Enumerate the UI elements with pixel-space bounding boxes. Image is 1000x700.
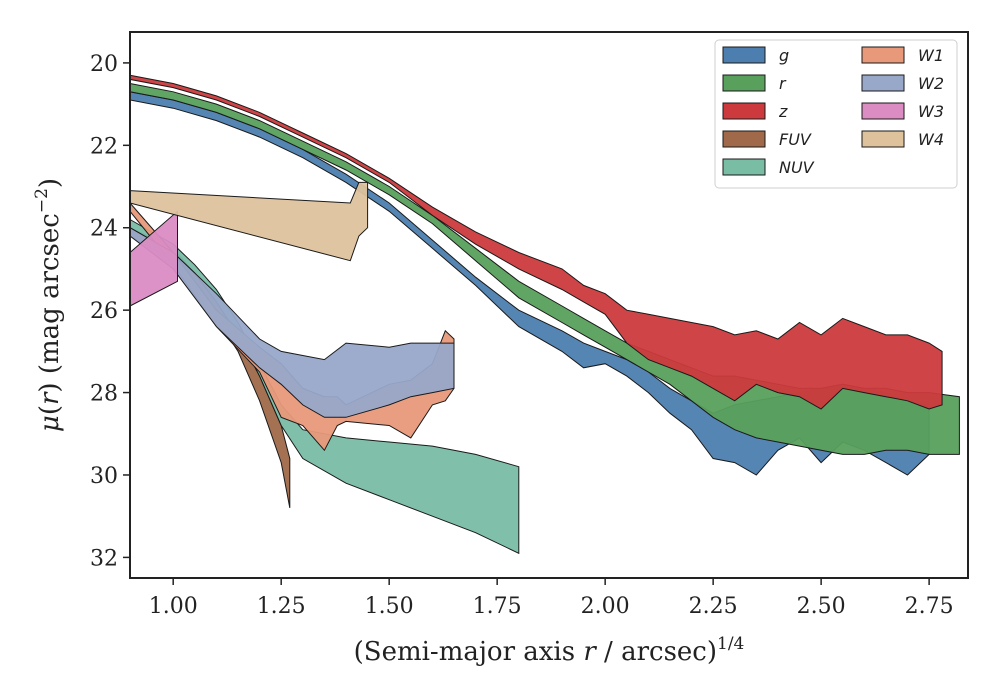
legend-swatch-r: [722, 74, 766, 92]
series-band-w2: [129, 226, 455, 418]
legend-label-w3: W3: [918, 102, 944, 121]
series-layer: [129, 74, 960, 555]
legend-label-r: r: [779, 74, 787, 93]
plot-frame: [129, 31, 969, 579]
legend-swatch-z: [722, 102, 766, 120]
y-axis-label: μ(r) (mag arcsec−2): [32, 178, 65, 432]
y-tick-label: 26: [90, 299, 118, 324]
legend-swatch-g: [722, 46, 766, 64]
y-tick-label: 20: [90, 52, 118, 77]
legend-swatch-w3: [861, 102, 905, 120]
x-tick-label: 2.50: [797, 594, 846, 619]
x-tick-label: 1.25: [257, 594, 306, 619]
x-axis: 1.00 1.25 1.50 1.75 2.00 2.25 2.50 2.75: [149, 578, 954, 619]
series-band-w4: [129, 181, 369, 262]
legend-label-nuv: NUV: [779, 158, 815, 177]
legend-label-w2: W2: [918, 74, 944, 93]
x-tick-label: 1.00: [149, 594, 198, 619]
y-tick-label: 28: [90, 382, 118, 407]
x-tick-label: 2.75: [905, 594, 954, 619]
legend-swatch-fuv: [722, 130, 766, 148]
legend-swatch-w1: [861, 46, 905, 64]
x-axis-label: (Semi-major axis r / arcsec)1/4: [354, 634, 745, 667]
series-band-r: [129, 82, 960, 455]
legend-label-fuv: FUV: [779, 130, 812, 149]
x-tick-label: 1.75: [473, 594, 522, 619]
x-tick-label: 2.00: [581, 594, 630, 619]
legend-swatch-w4: [861, 130, 905, 148]
legend-label-z: z: [778, 102, 788, 121]
y-tick-label: 22: [90, 134, 118, 159]
y-tick-label: 30: [90, 464, 118, 489]
legend-swatch-w2: [861, 74, 905, 92]
x-tick-label: 2.25: [689, 594, 738, 619]
y-tick-label: 24: [90, 217, 118, 242]
legend-label-g: g: [779, 46, 789, 65]
series-band-z: [129, 74, 943, 410]
legend-swatch-nuv: [722, 158, 766, 176]
y-axis: 20 22 24 26 28 30 32: [90, 52, 130, 571]
x-tick-label: 1.50: [365, 594, 414, 619]
legend-label-w4: W4: [918, 130, 944, 149]
y-tick-label: 32: [90, 546, 118, 571]
legend: grz FUV NUV W1 W2 W3 W4: [714, 39, 958, 189]
legend-label-w1: W1: [918, 46, 944, 65]
